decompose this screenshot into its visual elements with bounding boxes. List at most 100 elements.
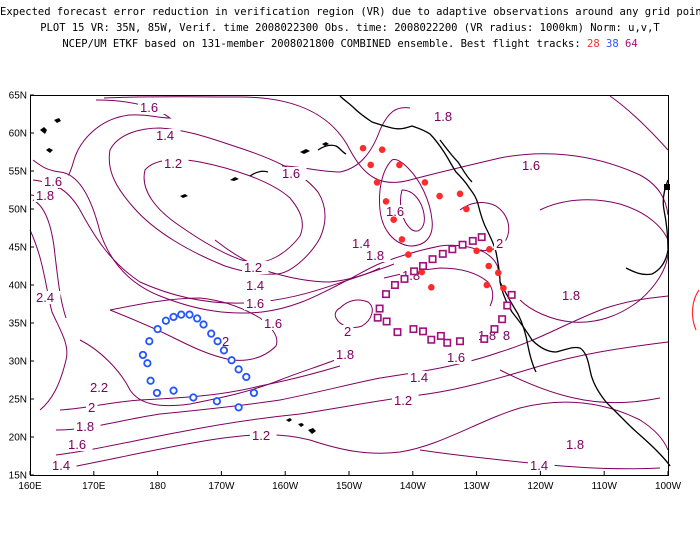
contour-label: 2 <box>222 334 229 349</box>
contour-label: 2 <box>496 236 503 251</box>
contour-label-bg <box>74 420 101 433</box>
track-64-point <box>498 315 507 324</box>
track-64-point <box>427 335 436 344</box>
contour-label-bg <box>88 381 115 394</box>
contour-label: 1.4 <box>52 458 70 473</box>
coastlines <box>249 95 671 467</box>
contour-label: 1.6 <box>246 296 264 311</box>
track-38-point <box>199 320 208 329</box>
title-line-3: NCEP/UM ETKF based on 131-member 2008021… <box>0 36 700 52</box>
track-64-point <box>468 236 477 245</box>
contour-label-bg <box>528 459 555 472</box>
lat-tick-label: 65N <box>9 91 27 102</box>
contour-label: 1.6 <box>282 166 300 181</box>
contour-label: 1.6 <box>68 437 86 452</box>
lat-tick-label: 15N <box>9 471 27 482</box>
contour-label-bg <box>250 429 277 442</box>
lat-tick-label: 55N <box>9 167 27 178</box>
lon-tick-label: 150W <box>336 481 363 492</box>
lat-tick-label: 25N <box>9 395 27 406</box>
track-b-legend: 38 <box>606 38 619 50</box>
track-64-point <box>477 233 486 242</box>
track-28-point <box>405 251 412 258</box>
contour-label-bg <box>364 249 391 262</box>
contour-label: 1.6 <box>447 350 465 365</box>
track-64-point <box>436 331 445 340</box>
lat-tick-label: 45N <box>9 243 27 254</box>
contour-lines <box>29 95 669 471</box>
contour-label: 1.6 <box>264 316 282 331</box>
track-38-point <box>138 350 148 360</box>
contour-label-bg <box>154 129 181 142</box>
track-28-point <box>456 190 464 198</box>
lon-tick-label: 170W <box>208 481 235 492</box>
track-38-point <box>169 312 178 322</box>
contour-label: 1.4 <box>530 458 548 473</box>
contour-label: 1.8 <box>76 419 94 434</box>
track-38-point <box>207 329 216 338</box>
track-38-point <box>185 310 194 319</box>
track-64-point <box>456 337 465 346</box>
contour-label-bg <box>138 101 165 114</box>
track-64-point <box>409 325 418 334</box>
contour-label: 2.4 <box>36 290 54 305</box>
contour-label-bg <box>560 289 587 302</box>
contour-label: 1.8 <box>36 188 54 203</box>
contour-label: 1.8 <box>566 437 584 452</box>
track-28-point <box>367 161 374 169</box>
track-28-point <box>359 144 367 152</box>
contour-label: 1.4 <box>352 236 370 251</box>
lon-tick-label: 130W <box>464 481 491 492</box>
contour-label-bg <box>244 279 271 292</box>
lon-tick-label: 160W <box>272 481 299 492</box>
track-38-point <box>145 337 154 346</box>
contour-label-bg <box>66 438 93 451</box>
track-64-point <box>393 328 402 337</box>
track-28-point <box>398 236 406 243</box>
track-64-point <box>382 290 391 299</box>
track-38-point <box>193 314 202 323</box>
track-28-point <box>373 179 381 186</box>
track-64-point <box>458 240 467 249</box>
track-64-point <box>400 274 409 283</box>
contour-label-bg <box>86 401 98 414</box>
track-28-point <box>463 205 470 213</box>
track-64-point <box>443 338 452 347</box>
track-38-point <box>227 356 236 365</box>
lat-tick-label: 35N <box>9 319 27 330</box>
track-28-point <box>378 146 386 154</box>
contour-label: 1.4 <box>410 370 428 385</box>
contour-label-bg <box>244 297 271 310</box>
track-38-point <box>169 386 178 395</box>
track-38-point <box>189 393 198 402</box>
contour-label: 2 <box>344 324 351 339</box>
lat-tick-label: 50N <box>9 205 27 216</box>
lon-tick-label: 170E <box>82 481 106 492</box>
track-64-point <box>507 290 516 299</box>
contour-label-bg <box>34 291 61 304</box>
track-64-point <box>390 280 399 289</box>
contour-label-bg <box>408 371 435 384</box>
track-28-point <box>436 192 443 200</box>
track-38-point <box>242 372 251 382</box>
track-28-point <box>500 284 507 292</box>
track-a-legend: 28 <box>587 38 600 50</box>
contour-label-bg <box>564 438 591 451</box>
flight-track-markers <box>138 144 516 412</box>
track-38-point <box>152 388 162 398</box>
contour-label: 1.8 <box>366 248 384 263</box>
track-64-point <box>490 325 499 334</box>
lon-tick-label: 120W <box>527 481 554 492</box>
lon-tick-label: 160E <box>18 481 42 492</box>
track-28-point <box>486 245 493 253</box>
contour-label-bg <box>334 348 361 361</box>
track-28-point <box>485 262 493 270</box>
track-38-point <box>249 388 259 398</box>
track-64-point <box>419 327 428 336</box>
contour-label: 1.6 <box>386 204 404 219</box>
track-64-point <box>375 304 384 313</box>
contour-label: 2.2 <box>90 380 108 395</box>
lon-tick-label: 100W <box>655 481 682 492</box>
contour-label-bg <box>50 459 77 472</box>
